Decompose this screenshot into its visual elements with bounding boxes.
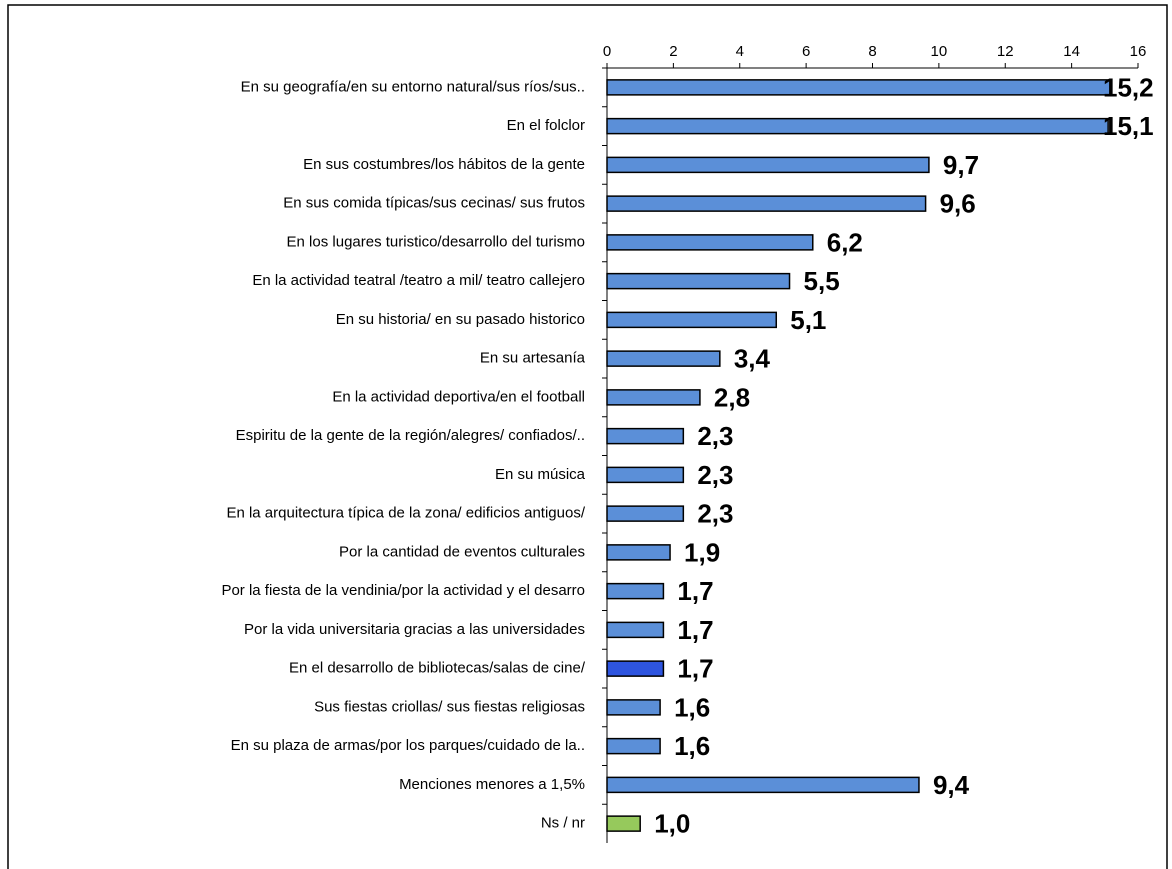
value-label: 9,4: [933, 770, 970, 800]
value-label: 2,3: [697, 421, 733, 451]
x-tick-label: 2: [669, 43, 677, 60]
y-tick-label: En su historia/ en su pasado historico: [336, 311, 585, 328]
y-tick-label: En la arquitectura típica de la zona/ ed…: [226, 505, 585, 522]
value-label: 5,1: [790, 305, 826, 335]
x-tick-label: 8: [868, 43, 876, 60]
bar: [606, 699, 661, 716]
bar: [606, 505, 685, 522]
x-tick-label: 16: [1130, 43, 1147, 60]
y-tick-label: En sus comida típicas/sus cecinas/ sus f…: [283, 195, 585, 212]
y-tick-label: En su música: [495, 466, 586, 483]
bar: [606, 544, 671, 561]
y-tick-label: En la actividad teatral /teatro a mil/ t…: [252, 272, 585, 289]
value-label: 9,6: [940, 189, 976, 219]
value-label: 5,5: [804, 266, 840, 296]
y-tick-label: En la actividad deportiva/en el football: [332, 388, 585, 405]
bar: [606, 427, 685, 445]
y-tick-label: Sus fiestas criollas/ sus fiestas religi…: [314, 698, 585, 715]
value-label: 1,7: [677, 576, 713, 606]
y-tick-label: En su geografía/en su entorno natural/su…: [241, 78, 585, 95]
value-label: 2,3: [697, 499, 733, 529]
bar: [606, 389, 701, 406]
bar: [606, 660, 665, 677]
y-tick-label: Por la cantidad de eventos culturales: [339, 543, 585, 560]
bar: [606, 350, 721, 367]
bar: [606, 815, 641, 832]
bar: [606, 79, 1113, 96]
value-label: 9,7: [943, 150, 979, 180]
bar: [606, 621, 665, 639]
value-label: 1,6: [674, 731, 710, 761]
bar: [606, 272, 791, 290]
y-tick-label: En su artesanía: [480, 350, 586, 367]
x-tick-label: 12: [997, 43, 1014, 60]
bar: [606, 311, 778, 329]
bar: [606, 156, 930, 174]
value-label: 15,2: [1103, 72, 1154, 102]
x-tick-label: 4: [736, 43, 744, 60]
y-tick-label: En el folclor: [507, 117, 585, 134]
y-tick-label: Por la vida universitaria gracias a las …: [244, 621, 585, 638]
value-label: 1,9: [684, 537, 720, 567]
y-tick-label: Espiritu de la gente de la región/alegre…: [236, 427, 585, 444]
x-tick-label: 0: [603, 43, 611, 60]
value-label: 6,2: [827, 227, 863, 257]
x-tick-label: 14: [1063, 43, 1080, 60]
value-label: 1,6: [674, 692, 710, 722]
value-label: 15,1: [1103, 111, 1154, 141]
y-tick-label: Menciones menores a 1,5%: [399, 776, 585, 793]
y-tick-label: En los lugares turistico/desarrollo del …: [287, 233, 585, 250]
y-tick-label: Ns / nr: [541, 815, 585, 832]
y-tick-label: En el desarrollo de bibliotecas/salas de…: [289, 660, 586, 677]
x-tick-label: 10: [931, 43, 948, 60]
frame: [7, 4, 1168, 869]
value-label: 1,7: [677, 615, 713, 645]
bar: [606, 582, 665, 600]
bar: [606, 776, 920, 794]
value-label: 2,3: [697, 460, 733, 490]
bar: [606, 466, 685, 484]
value-label: 2,8: [714, 382, 750, 412]
value-label: 1,7: [677, 654, 713, 684]
value-label: 3,4: [734, 344, 771, 374]
bar: [606, 195, 927, 212]
value-label: 1,0: [654, 809, 690, 839]
x-tick-label: 6: [802, 43, 810, 60]
bar: [606, 737, 661, 755]
bar: [606, 234, 814, 251]
y-tick-label: En su plaza de armas/por los parques/cui…: [231, 737, 585, 754]
y-tick-label: Por la fiesta de la vendinia/por la acti…: [221, 582, 585, 599]
y-tick-label: En sus costumbres/los hábitos de la gent…: [303, 156, 585, 173]
bar: [606, 117, 1109, 135]
